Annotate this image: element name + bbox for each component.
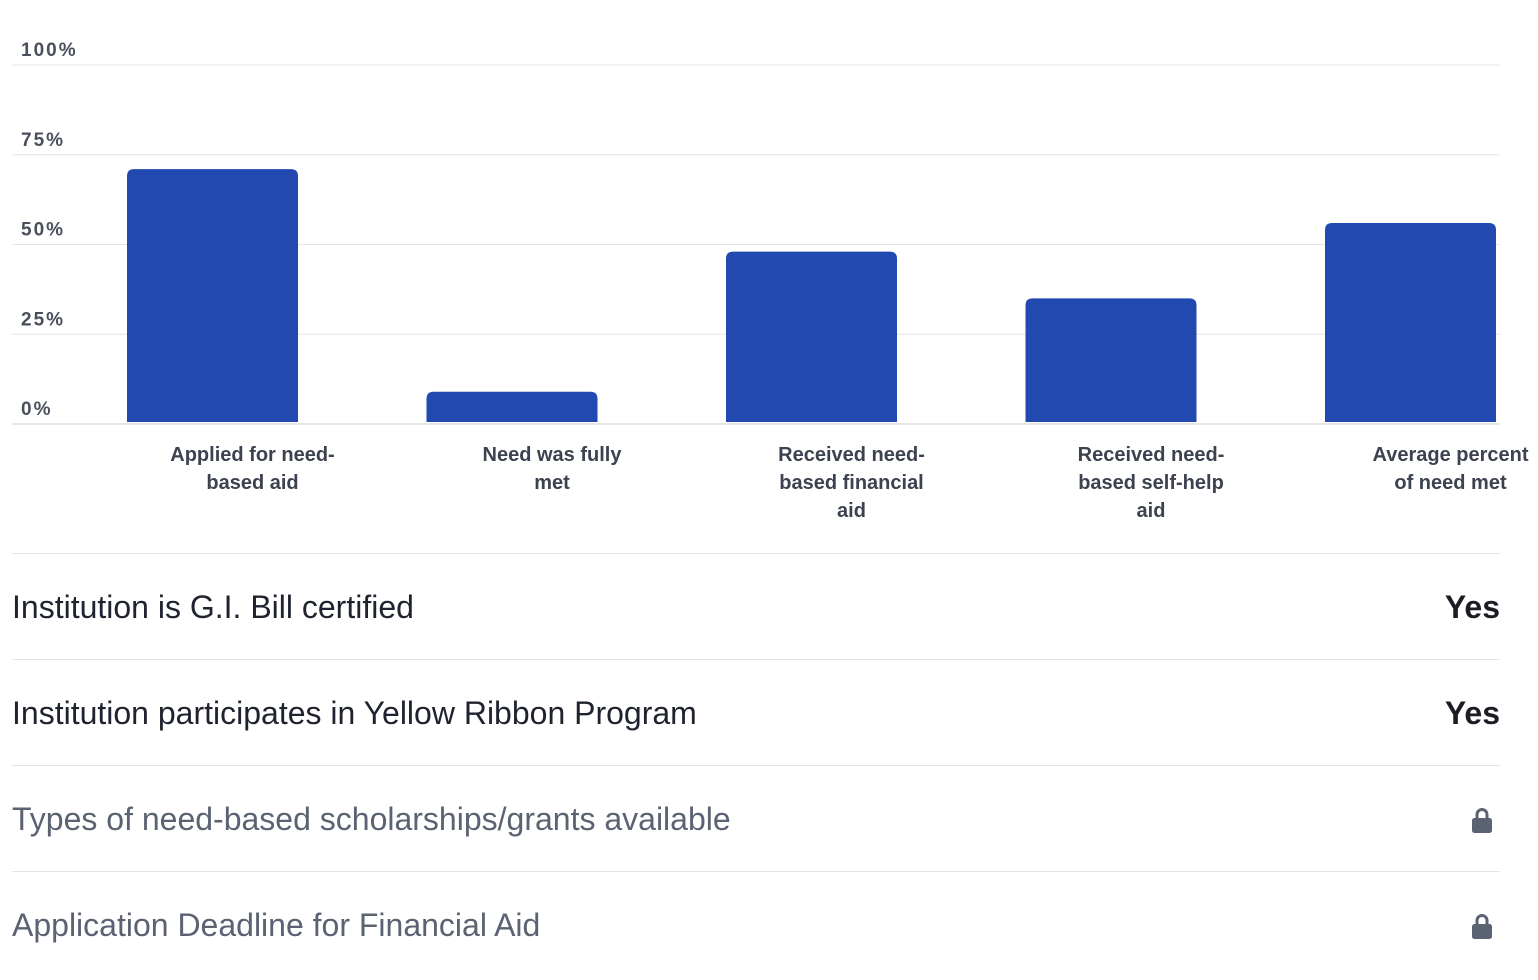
category-label-line: Received need-: [1078, 444, 1225, 466]
bar[interactable]: [726, 252, 897, 422]
aid-deadline-label: Application Deadline for Financial Aid: [12, 905, 540, 945]
y-tick-label: 0%: [21, 399, 52, 420]
y-tick-label: 50%: [21, 220, 65, 241]
y-tick-label: 25%: [21, 309, 65, 330]
category-label: Average percent of need met: [1373, 444, 1529, 494]
category-label-line: Need was fully: [483, 444, 623, 466]
gi-bill-row: Institution is G.I. Bill certified Yes: [12, 553, 1500, 659]
gi-bill-value: Yes: [1445, 587, 1500, 627]
lock-icon[interactable]: [1472, 913, 1492, 939]
category-label-line: Received need-: [778, 444, 925, 466]
yellow-ribbon-value: Yes: [1445, 693, 1500, 733]
category-label: Applied for need-based aid: [170, 444, 334, 494]
bar[interactable]: [127, 169, 298, 422]
category-label-line: aid: [1137, 500, 1166, 522]
yellow-ribbon-label: Institution participates in Yellow Ribbo…: [12, 693, 697, 733]
category-label: Received need-based self-help aid: [1078, 444, 1225, 522]
y-tick-label: 100%: [21, 40, 78, 61]
bar[interactable]: [427, 392, 598, 422]
category-label-line: of need met: [1394, 472, 1507, 494]
category-label: Received need-based financial aid: [778, 444, 925, 522]
category-label-line: met: [534, 472, 570, 494]
y-tick-label: 75%: [21, 130, 65, 151]
category-label-line: Average percent: [1373, 444, 1529, 466]
lock-icon[interactable]: [1472, 807, 1492, 833]
need-based-aid-chart: 0% 25% 50% 75% 100% Applied for need-based ai…: [0, 0, 1538, 540]
scholarship-types-row[interactable]: Types of need-based scholarships/grants …: [12, 765, 1500, 871]
aid-deadline-row[interactable]: Application Deadline for Financial Aid: [12, 871, 1500, 977]
aid-info-list: Institution is G.I. Bill certified Yes I…: [12, 553, 1500, 977]
category-label-line: aid: [837, 500, 866, 522]
bar[interactable]: [1325, 223, 1496, 422]
category-label: Need was fully met: [483, 444, 623, 494]
bar[interactable]: [1026, 298, 1197, 422]
category-label-line: based self-help: [1078, 472, 1224, 494]
category-label-line: based aid: [206, 472, 298, 494]
gi-bill-label: Institution is G.I. Bill certified: [12, 587, 414, 627]
yellow-ribbon-row: Institution participates in Yellow Ribbo…: [12, 659, 1500, 765]
scholarship-types-label: Types of need-based scholarships/grants …: [12, 799, 731, 839]
category-label-line: Applied for need-: [170, 444, 334, 466]
category-label-line: based financial: [779, 472, 924, 494]
